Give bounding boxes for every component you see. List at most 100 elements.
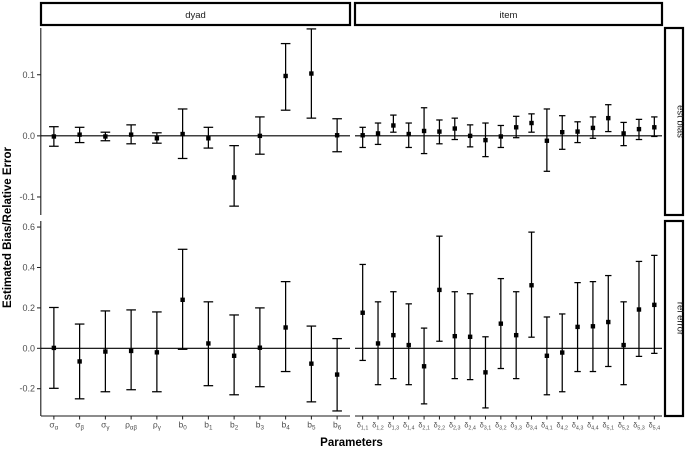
- errorbar-point: [466, 293, 474, 381]
- errorbar-point: [605, 274, 612, 368]
- errorbar-point: [635, 118, 643, 141]
- errorbar-point: [255, 116, 265, 155]
- x-tick-label: b4: [282, 420, 291, 432]
- point-marker: [128, 348, 134, 354]
- errorbar-point: [229, 314, 239, 396]
- errorbar-point: [528, 113, 535, 133]
- facet-strip-label-rel-error: rel error: [675, 302, 685, 335]
- point-marker: [498, 134, 504, 139]
- panel-dyad-rel-error: [41, 248, 350, 412]
- point-marker: [309, 361, 314, 366]
- point-marker: [375, 131, 381, 136]
- x-axis-title: Parameters: [320, 437, 383, 449]
- point-marker: [606, 115, 611, 121]
- x-tick-label: b2: [230, 420, 239, 432]
- point-marker: [103, 349, 108, 354]
- y-tick-label: 0.2: [22, 303, 35, 313]
- errorbar-point: [152, 311, 162, 393]
- point-marker: [206, 341, 211, 346]
- point-marker: [560, 129, 565, 135]
- point-marker: [636, 126, 642, 132]
- errorbar-point: [374, 122, 382, 146]
- errorbar-point: [203, 301, 214, 387]
- errorbar-point: [436, 119, 443, 145]
- y-tick-label: 0.0: [22, 131, 35, 141]
- errorbar-point: [420, 327, 428, 405]
- errorbar-point: [359, 126, 366, 149]
- point-marker: [636, 307, 642, 312]
- point-marker: [467, 133, 473, 139]
- errorbar-point: [332, 118, 342, 153]
- facet-strip-label-est-bias: est bias: [675, 105, 685, 138]
- errorbar-point: [49, 306, 59, 389]
- errorbar-point: [152, 132, 162, 144]
- point-marker: [334, 372, 340, 377]
- point-marker: [206, 136, 211, 141]
- x-tick-label: b5: [307, 420, 316, 432]
- y-tick-label: 0.1: [22, 70, 35, 80]
- facet-strip-item: [353, 1, 664, 27]
- point-marker: [309, 71, 314, 76]
- errorbar-point: [574, 121, 581, 144]
- errorbar-point: [512, 291, 520, 380]
- errorbar-point: [451, 291, 458, 380]
- point-marker: [606, 319, 611, 325]
- errorbar-point: [100, 310, 111, 393]
- point-marker: [283, 73, 288, 79]
- errorbar-point: [405, 303, 412, 386]
- point-marker: [575, 324, 580, 330]
- errorbar-point: [390, 291, 397, 380]
- errorbar-point: [651, 116, 658, 138]
- errorbar-point: [359, 263, 366, 362]
- point-marker: [590, 125, 596, 131]
- x-tick-label: δ5,3: [633, 421, 645, 432]
- x-tick-label: δ2,2: [434, 421, 446, 432]
- errorbar-point: [436, 235, 443, 342]
- errorbar-point: [635, 260, 643, 358]
- point-marker: [437, 129, 442, 134]
- x-tick-label: δ1,4: [403, 421, 415, 432]
- x-tick-label: δ2,1: [418, 421, 430, 432]
- y-tick-label: -0.1: [19, 192, 35, 202]
- x-tick-label: δ5,2: [618, 421, 630, 432]
- point-marker: [621, 131, 626, 136]
- x-tick-label: b6: [333, 420, 342, 432]
- x-tick-label: δ1,3: [388, 421, 400, 432]
- x-tick-label: δ3,3: [510, 421, 522, 432]
- y-tick-label: -0.2: [19, 384, 35, 394]
- point-marker: [360, 310, 365, 315]
- errorbar-point: [574, 282, 581, 373]
- facet-strip-label-dyad: dyad: [185, 10, 206, 21]
- panel-item-rel-error: [355, 231, 662, 409]
- x-tick-label: δ3,2: [495, 421, 507, 432]
- point-marker: [180, 131, 185, 137]
- y-tick-label: 0.6: [22, 222, 35, 232]
- errorbar-point: [405, 122, 412, 149]
- panel-dyad-est-bias: [41, 28, 350, 207]
- point-marker: [391, 123, 396, 128]
- point-marker: [652, 302, 657, 308]
- point-marker: [483, 137, 488, 143]
- point-marker: [452, 126, 457, 131]
- point-marker: [560, 350, 565, 355]
- errorbar-point: [177, 108, 188, 160]
- errorbar-point: [100, 131, 111, 142]
- point-marker: [575, 129, 580, 134]
- panel-item-est-bias: [355, 104, 662, 172]
- point-marker: [467, 334, 473, 339]
- errorbar-point: [203, 126, 214, 149]
- point-marker: [51, 345, 57, 351]
- point-marker: [621, 342, 626, 348]
- point-marker: [513, 125, 519, 130]
- errorbar-point: [280, 280, 291, 373]
- errorbar-point: [543, 316, 551, 396]
- point-marker: [437, 287, 442, 293]
- x-tick-label: δ2,3: [449, 421, 461, 432]
- errorbar-point: [374, 301, 382, 386]
- point-marker: [77, 359, 82, 364]
- errorbar-point: [497, 277, 505, 370]
- facet-strip-label-item: item: [500, 10, 518, 21]
- point-marker: [544, 353, 550, 358]
- x-tick-label: σγ: [101, 420, 110, 432]
- point-marker: [498, 321, 504, 326]
